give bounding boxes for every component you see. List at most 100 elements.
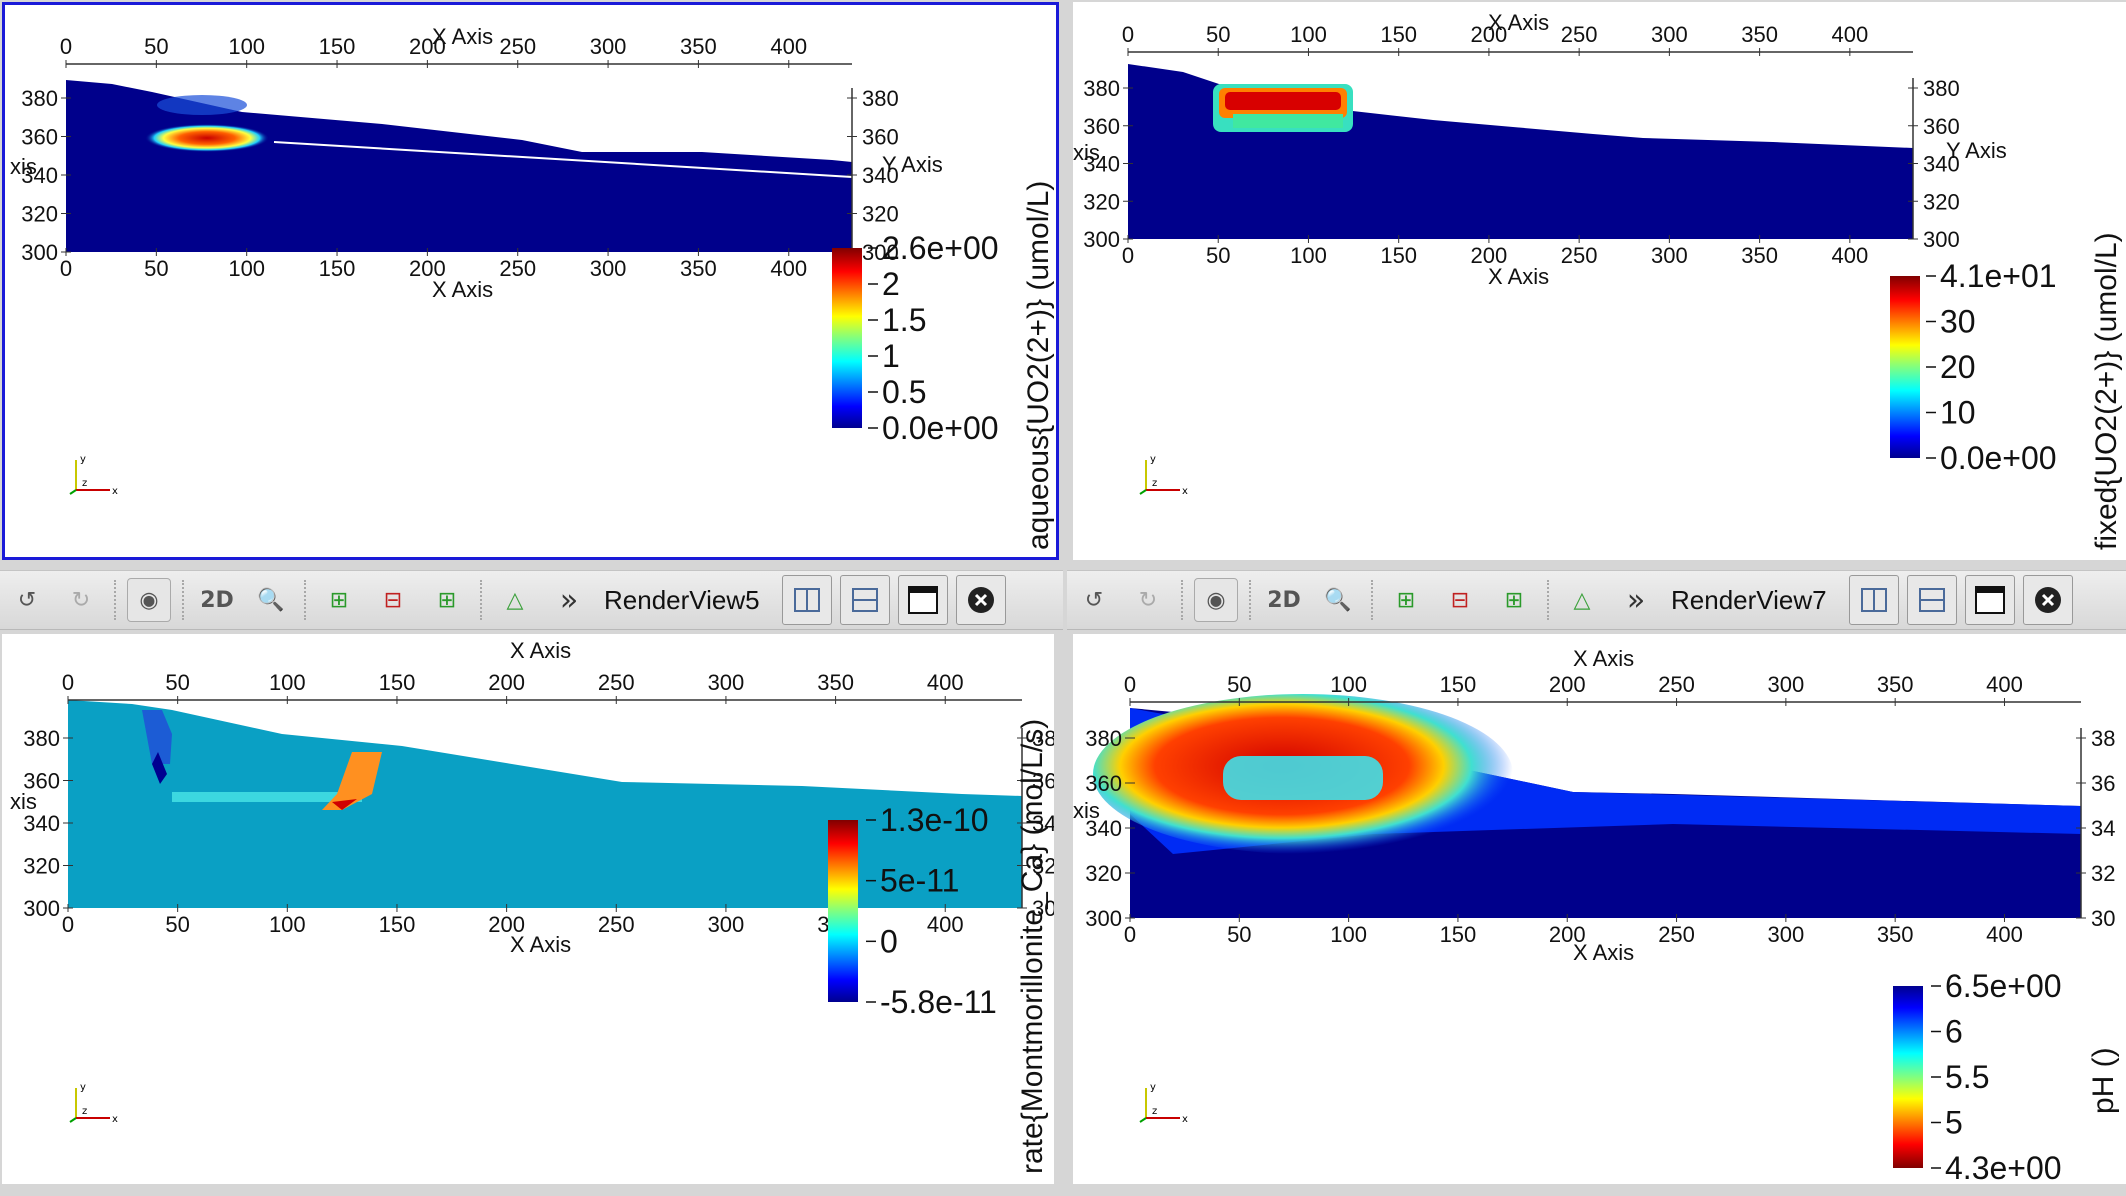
svg-text:z: z bbox=[82, 1106, 87, 1117]
tick-label: 100 bbox=[1290, 243, 1327, 268]
y-axis-right: 380 360 340 320 300 bbox=[847, 86, 899, 265]
toolbar-separator bbox=[1181, 580, 1183, 620]
render-view-bottom-right[interactable]: 0 50 100 150 200 250 300 350 400 0 50 100 150 200 250… bbox=[1073, 634, 2126, 1184]
select-cells-on-icon[interactable]: ⊞ bbox=[1396, 587, 1416, 613]
render-view-top-left[interactable]: 0 50 100 150 200 250 300 350 400 0 50 100 150 200 250… bbox=[2, 2, 1059, 560]
toolbar-separator bbox=[1249, 580, 1251, 620]
toolbar-separator bbox=[114, 580, 116, 620]
split-horizontal-button[interactable] bbox=[1848, 575, 1899, 625]
colorbar-label: 6 bbox=[1945, 1014, 1963, 1050]
reset-camera-redo-icon[interactable]: ↻ bbox=[1138, 587, 1158, 613]
tick-label: 100 bbox=[228, 34, 265, 59]
colorbar-label: 4.3e+00 bbox=[1945, 1150, 2062, 1184]
capture-screenshot-icon[interactable]: ◉ bbox=[127, 578, 171, 622]
colorbar-labels: 1.3e-10 5e-11 0 -5.8e-11 bbox=[866, 802, 997, 1020]
svg-text:x: x bbox=[112, 486, 118, 497]
tick-label: 400 bbox=[927, 912, 964, 937]
tick-label: 250 bbox=[1658, 672, 1695, 697]
tick-label: 38 bbox=[2091, 726, 2115, 751]
x-axis-title-bottom: X Axis bbox=[1573, 940, 1634, 965]
more-options-icon[interactable]: » bbox=[559, 582, 579, 618]
close-view-button[interactable] bbox=[2022, 575, 2073, 625]
render-view-bottom-left[interactable]: 0 50 100 150 200 250 300 350 400 0 50 100 150 200 250… bbox=[2, 634, 1054, 1184]
render-canvas-top-right[interactable]: 0 50 100 150 200 250 300 350 400 0 50 100 150 200 250… bbox=[1073, 2, 2126, 560]
select-points-on-icon[interactable]: ⊟ bbox=[383, 587, 403, 613]
render-canvas-bottom-right[interactable]: 0 50 100 150 200 250 300 350 400 0 50 100 150 200 250… bbox=[1073, 634, 2126, 1184]
tick-label: 340 bbox=[1085, 816, 1122, 841]
colorbar-label: 2.6e+00 bbox=[882, 230, 999, 266]
x-axis-top: 0 50 100 150 200 250 300 350 400 bbox=[60, 34, 852, 68]
more-options-icon[interactable]: » bbox=[1626, 582, 1646, 618]
tick-label: 0 bbox=[62, 912, 74, 937]
split-vertical-button[interactable] bbox=[839, 575, 890, 625]
y-axis-left: 380 360 340 320 300 bbox=[23, 726, 73, 921]
y-axis-title-right: Y Axis bbox=[1946, 138, 2007, 163]
colorbar-label: 0.0e+00 bbox=[882, 410, 999, 446]
colorbar-label: 2 bbox=[882, 266, 900, 302]
tick-label: 380 bbox=[21, 86, 58, 111]
y-axis-left: 380 360 340 320 300 bbox=[21, 86, 71, 265]
select-points-on-icon[interactable]: ⊟ bbox=[1450, 587, 1470, 613]
x-axis-top: 0 50 100 150 200 250 300 350 400 bbox=[1122, 22, 1913, 56]
colorbar-labels: 4.1e+01 30 20 10 0.0e+00 bbox=[1926, 258, 2057, 476]
tick-label: 32 bbox=[1032, 854, 1054, 879]
tick-label: 350 bbox=[680, 256, 717, 281]
reset-camera-undo-icon[interactable]: ↺ bbox=[1084, 587, 1104, 613]
tick-label: 50 bbox=[144, 256, 168, 281]
tick-label: 320 bbox=[1085, 861, 1122, 886]
toggle-2d-button[interactable]: 2D bbox=[1267, 587, 1301, 613]
tick-label: 380 bbox=[862, 86, 899, 111]
tick-label: 360 bbox=[21, 125, 58, 150]
tick-label: 250 bbox=[1561, 22, 1598, 47]
reset-camera-redo-icon[interactable]: ↻ bbox=[71, 587, 91, 613]
tick-label: 36 bbox=[1032, 769, 1054, 794]
capture-screenshot-icon[interactable]: ◉ bbox=[1194, 578, 1238, 622]
render-canvas-bottom-left[interactable]: 0 50 100 150 200 250 300 350 400 0 50 100 150 200 250… bbox=[2, 634, 1054, 1184]
maximize-button[interactable] bbox=[897, 575, 948, 625]
render-view-top-right[interactable]: 0 50 100 150 200 250 300 350 400 0 50 100 150 200 250… bbox=[1073, 2, 2126, 560]
view-title: RenderView5 bbox=[604, 584, 760, 615]
orientation-axes-widget: y x z bbox=[69, 454, 118, 497]
colorbar-label: 1 bbox=[882, 338, 900, 374]
maximize-button[interactable] bbox=[1964, 575, 2015, 625]
tick-label: 300 bbox=[708, 912, 745, 937]
tick-label: 200 bbox=[1471, 243, 1508, 268]
split-horizontal-button[interactable] bbox=[781, 575, 832, 625]
tick-label: 340 bbox=[862, 163, 899, 188]
select-cells-on-icon[interactable]: ⊞ bbox=[329, 587, 349, 613]
toggle-2d-button[interactable]: 2D bbox=[200, 587, 234, 613]
colorbar bbox=[1893, 986, 1923, 1168]
tick-label: 320 bbox=[23, 854, 60, 879]
y-axis-right: 380 360 340 320 300 bbox=[1908, 76, 1960, 252]
zoom-to-box-icon[interactable]: 🔍 bbox=[257, 587, 285, 613]
tick-label: 0 bbox=[62, 670, 74, 695]
reset-camera-undo-icon[interactable]: ↺ bbox=[17, 587, 37, 613]
orientation-axes-widget: y x z bbox=[69, 1082, 118, 1125]
toolbar-separator bbox=[1371, 580, 1373, 620]
colorbar bbox=[828, 820, 858, 1002]
tick-label: 0 bbox=[1124, 922, 1136, 947]
interactive-select-icon[interactable]: △ bbox=[506, 587, 524, 613]
tick-label: 300 bbox=[23, 896, 60, 921]
colorbar-label: 1.3e-10 bbox=[880, 802, 989, 838]
tick-label: 360 bbox=[1083, 114, 1120, 139]
split-vertical-button[interactable] bbox=[1906, 575, 1957, 625]
zoom-to-box-icon[interactable]: 🔍 bbox=[1324, 587, 1352, 613]
y-axis-title-left: xis bbox=[1073, 798, 1100, 823]
tick-label: 350 bbox=[1741, 243, 1778, 268]
svg-text:y: y bbox=[80, 1082, 86, 1093]
render-canvas-top-left[interactable]: 0 50 100 150 200 250 300 350 400 0 50 100 150 200 250… bbox=[2, 2, 1059, 560]
interactive-select-icon[interactable]: △ bbox=[1573, 587, 1591, 613]
colorbar-label: 30 bbox=[1940, 304, 1976, 340]
tick-label: 380 bbox=[1923, 76, 1960, 101]
tick-label: 300 bbox=[590, 256, 627, 281]
close-view-button[interactable] bbox=[955, 575, 1006, 625]
select-cells-through-icon[interactable]: ⊞ bbox=[437, 587, 457, 613]
view-toolbar-right: ↺ ↻ ◉ 2D 🔍 ⊞ ⊟ ⊞ △ » RenderView7 bbox=[1067, 570, 2126, 630]
select-cells-through-icon[interactable]: ⊞ bbox=[1504, 587, 1524, 613]
domain-mesh bbox=[66, 80, 852, 252]
x-axis-title-top: X Axis bbox=[432, 24, 493, 49]
tick-label: 350 bbox=[1877, 922, 1914, 947]
toolbar-separator bbox=[182, 580, 184, 620]
tick-label: 150 bbox=[1440, 922, 1477, 947]
